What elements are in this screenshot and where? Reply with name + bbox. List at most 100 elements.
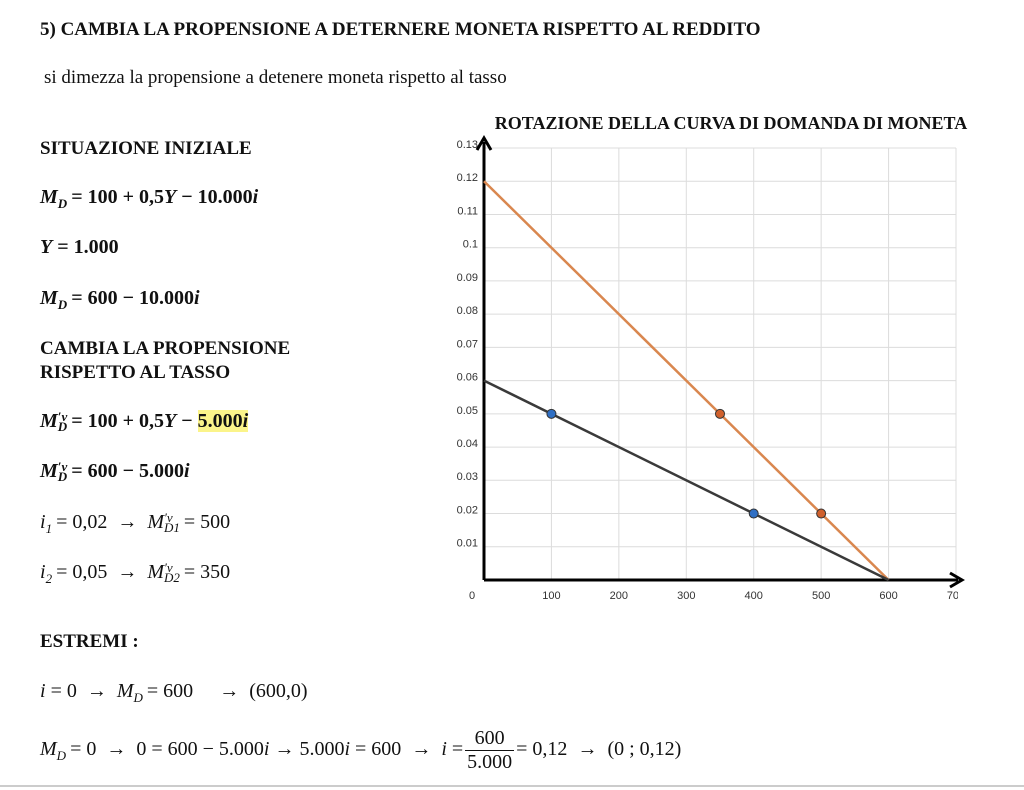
y-tick-label: 0.01	[457, 538, 478, 550]
text: → 5.000	[274, 738, 345, 761]
text: 0 = 600 − 5.000	[136, 738, 264, 761]
y-tick-label: 0.12	[457, 172, 478, 184]
y-tick-label: 0.05	[457, 405, 478, 417]
formula: i2 = 0,05 → M ′v D2 = 350	[40, 561, 230, 587]
x-tick-label: 100	[542, 590, 560, 602]
symbol: Y	[40, 236, 53, 258]
symbol: i	[344, 738, 351, 761]
chart-title: ROTAZIONE DELLA CURVA DI DOMANDA DI MONE…	[495, 113, 967, 133]
fraction: 600 5.000	[465, 727, 515, 774]
formula: i = 0 → MD = 600 → (600,0)	[40, 680, 308, 706]
text: = 600 − 10.000	[71, 287, 194, 309]
formula: i1 = 0,02 → M ′v D1 = 500	[40, 511, 230, 537]
subscript: D	[57, 469, 68, 485]
arrow: →	[577, 738, 598, 761]
formula: Y = 1.000	[40, 236, 119, 259]
point	[748, 508, 759, 519]
formula: M ′v D = 100 + 0,5Y − 5.000i	[40, 409, 249, 433]
subtitle: si dimezza la propensione a detenere mon…	[44, 67, 507, 88]
point	[546, 408, 557, 419]
symbol: Y	[163, 186, 177, 208]
text: (0 ; 0,12)	[607, 738, 682, 761]
symbol: i	[184, 460, 190, 482]
arrow: →	[86, 680, 107, 702]
symbol: M	[147, 561, 165, 583]
formula: MD = 600 − 10.000i	[40, 287, 200, 313]
text: = 350	[183, 561, 231, 583]
text: = 600	[355, 738, 402, 761]
text: − 10.000	[181, 186, 253, 208]
text: (600,0)	[249, 680, 308, 702]
section-heading: RISPETTO AL TASSO	[40, 362, 231, 383]
arrow: →	[117, 511, 138, 533]
y-tick-label: 0.09	[457, 272, 478, 284]
y-tick-label: 0.02	[457, 504, 478, 516]
symbol: M	[40, 186, 58, 208]
subscript: 1	[45, 521, 53, 536]
point	[816, 508, 827, 519]
section-heading: CAMBIA LA PROPENSIONE	[40, 338, 291, 359]
symbol: i	[40, 561, 46, 583]
x-tick-label: 0	[469, 590, 475, 602]
section-heading: ESTREMI :	[40, 631, 139, 652]
x-tick-label: 600	[879, 590, 897, 602]
symbol: Y	[164, 410, 177, 432]
text: = 600	[146, 680, 194, 702]
text: = 1.000	[57, 236, 119, 258]
arrow: →	[117, 561, 138, 583]
subscript: D2	[164, 570, 180, 586]
symbol: i	[263, 738, 270, 761]
highlighted-text: 5.000	[197, 410, 243, 432]
text: = 100 + 0,5	[71, 186, 164, 208]
symbol: i	[193, 287, 200, 309]
x-tick-label: 200	[610, 590, 628, 602]
formula: MD = 0 → 0 = 600 − 5.000i → 5.000i = 600 → i …	[40, 727, 681, 774]
subscript: D1	[164, 520, 180, 536]
symbol: M	[116, 680, 134, 702]
y-tick-label: 0.13	[457, 139, 478, 151]
symbol: M	[40, 287, 58, 309]
formula: MD = 100 + 0,5Y − 10.000i	[40, 186, 258, 212]
text: = 0,02	[56, 511, 108, 533]
symbol: M	[40, 460, 58, 482]
symbol: i	[40, 511, 46, 533]
symbol: i	[441, 738, 447, 761]
bottom-rule	[0, 785, 1024, 787]
text: =	[451, 738, 464, 761]
y-tick-label: 0.07	[457, 338, 478, 350]
symbol: M	[40, 410, 58, 432]
section-heading: SITUAZIONE INIZIALE	[40, 138, 252, 159]
text: = 100 + 0,5	[71, 410, 165, 432]
text: = 0,05	[56, 561, 108, 583]
denominator: 5.000	[467, 751, 513, 773]
text: = 600 − 5.000	[71, 460, 185, 482]
y-tick-label: 0.03	[457, 471, 478, 483]
subscript: D	[57, 196, 68, 211]
text: −	[181, 410, 198, 432]
text: = 0,12	[516, 738, 568, 761]
x-tick-label: 700	[947, 590, 965, 602]
text: = 500	[183, 511, 231, 533]
subscript: 2	[45, 571, 53, 586]
superscript: ′v	[164, 510, 173, 526]
text: = 0	[50, 680, 77, 702]
subscript: D	[56, 748, 67, 764]
y-tick-label: 0.04	[457, 438, 478, 450]
formula: M ′v D = 600 − 5.000i	[40, 460, 190, 483]
y-axis-arrow	[475, 135, 493, 151]
arrow: →	[106, 738, 127, 761]
superscript: ′v	[164, 560, 173, 576]
y-tick-label: 0.11	[457, 205, 478, 217]
point	[715, 408, 725, 419]
y-tick-label: 0.08	[457, 305, 478, 317]
x-tick-label: 300	[677, 590, 695, 602]
symbol: i	[252, 186, 259, 208]
text: = 0	[70, 738, 97, 761]
numerator: 600	[465, 727, 515, 751]
superscript: ′v	[57, 409, 68, 425]
page-title: 5) CAMBIA LA PROPENSIONE A DETERNERE MON…	[40, 19, 761, 40]
symbol: M	[40, 738, 57, 761]
x-axis-arrow	[949, 571, 965, 589]
arrow: →	[411, 738, 432, 761]
